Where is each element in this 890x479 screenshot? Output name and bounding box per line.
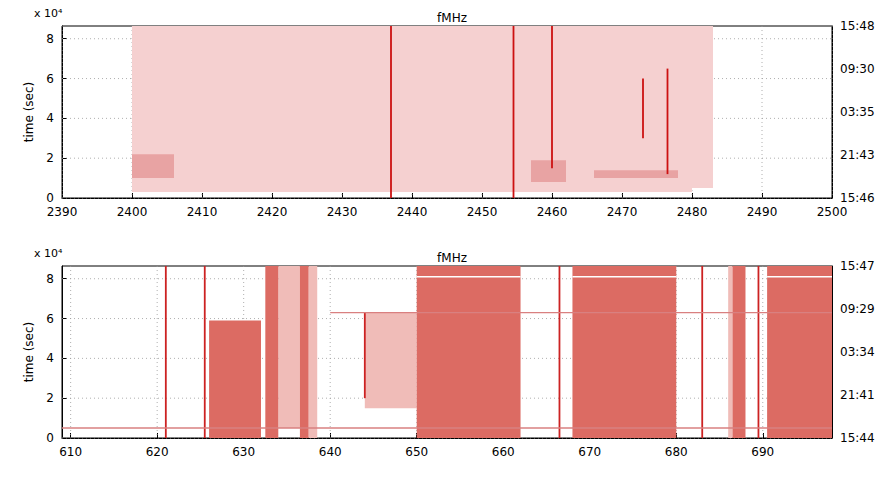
svg-text:2400: 2400	[117, 205, 148, 219]
svg-text:640: 640	[319, 445, 342, 459]
svg-text:time (sec): time (sec)	[22, 322, 36, 383]
svg-text:2440: 2440	[397, 205, 428, 219]
svg-text:21:43: 21:43	[840, 148, 875, 162]
svg-text:620: 620	[146, 445, 169, 459]
svg-text:x 10⁴: x 10⁴	[34, 247, 63, 260]
svg-text:2390: 2390	[47, 205, 78, 219]
svg-text:4: 4	[46, 351, 54, 365]
svg-text:2420: 2420	[257, 205, 288, 219]
svg-text:2: 2	[46, 391, 54, 405]
svg-text:630: 630	[232, 445, 255, 459]
svg-text:2430: 2430	[327, 205, 358, 219]
svg-text:2: 2	[46, 151, 54, 165]
svg-text:2460: 2460	[537, 205, 568, 219]
svg-text:670: 670	[578, 445, 601, 459]
svg-text:8: 8	[46, 32, 54, 46]
svg-text:03:34: 03:34	[840, 345, 875, 359]
svg-text:2490: 2490	[747, 205, 778, 219]
svg-text:x 10⁴: x 10⁴	[34, 7, 63, 20]
svg-text:610: 610	[59, 445, 82, 459]
svg-text:09:29: 09:29	[840, 302, 875, 316]
svg-text:15:48: 15:48	[840, 19, 875, 33]
svg-text:660: 660	[492, 445, 515, 459]
svg-text:03:35: 03:35	[840, 105, 875, 119]
svg-text:09:30: 09:30	[840, 62, 875, 76]
svg-text:2480: 2480	[677, 205, 708, 219]
svg-text:2500: 2500	[817, 205, 848, 219]
svg-text:2470: 2470	[607, 205, 638, 219]
svg-text:4: 4	[46, 111, 54, 125]
svg-text:fMHz: fMHz	[437, 251, 467, 265]
svg-text:21:41: 21:41	[840, 388, 875, 402]
svg-text:2410: 2410	[187, 205, 218, 219]
svg-text:680: 680	[665, 445, 688, 459]
svg-text:15:46: 15:46	[840, 191, 875, 205]
svg-text:6: 6	[46, 312, 54, 326]
svg-text:2450: 2450	[467, 205, 498, 219]
svg-text:15:44: 15:44	[840, 431, 875, 445]
svg-text:0: 0	[46, 191, 54, 205]
svg-text:8: 8	[46, 272, 54, 286]
svg-text:6: 6	[46, 72, 54, 86]
svg-text:15:47: 15:47	[840, 259, 875, 273]
svg-text:690: 690	[751, 445, 774, 459]
svg-text:0: 0	[46, 431, 54, 445]
svg-text:650: 650	[405, 445, 428, 459]
svg-text:fMHz: fMHz	[437, 11, 467, 25]
svg-text:time (sec): time (sec)	[22, 82, 36, 143]
